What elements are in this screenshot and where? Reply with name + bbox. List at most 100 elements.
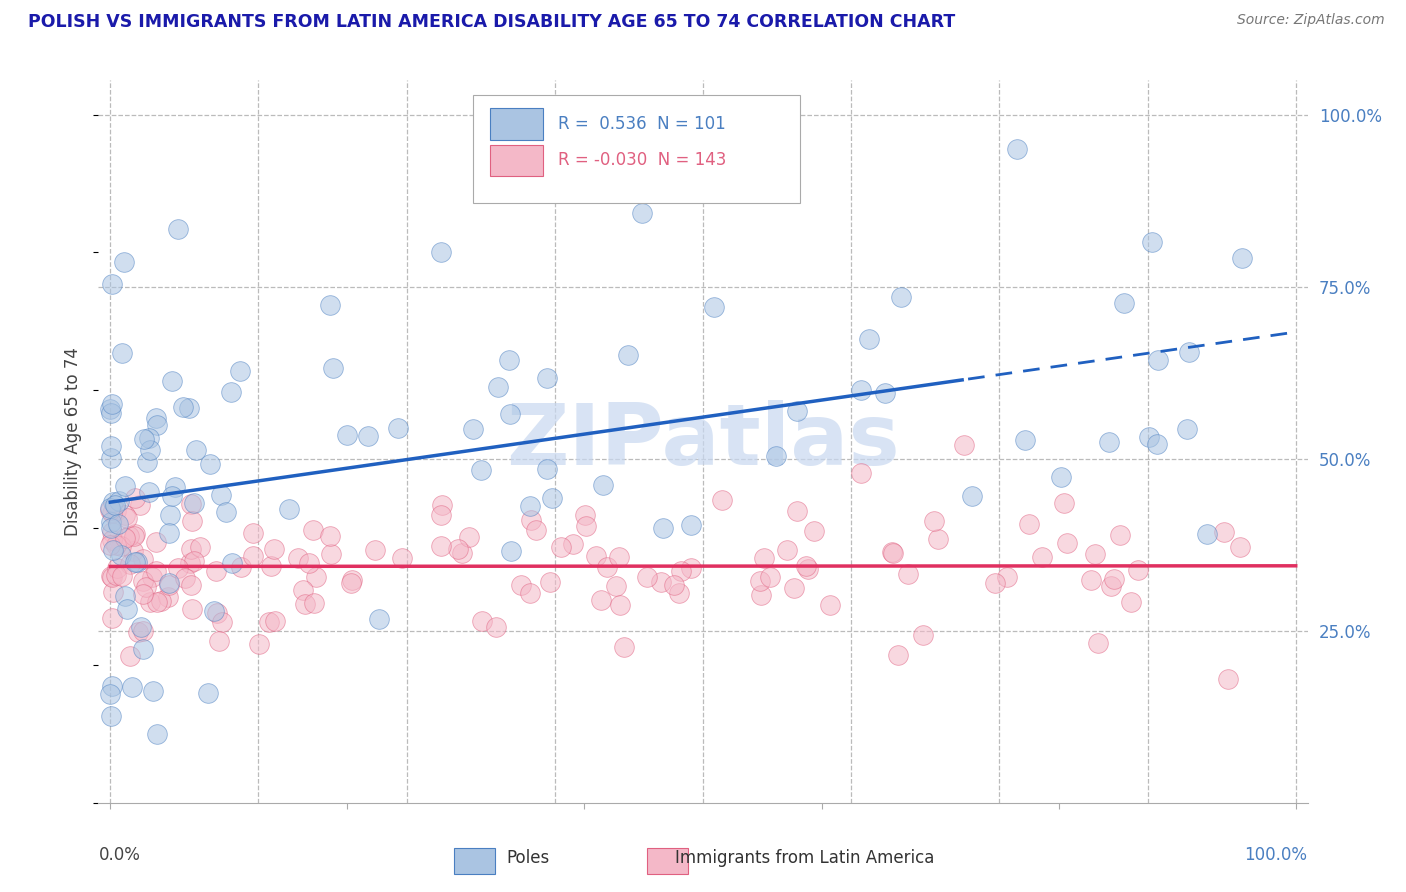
Point (104, 498, 127, 512)
Point (98, 501, 121, 516)
Point (100, 521, 122, 535)
Point (797, 562, 820, 576)
Point (101, 506, 124, 520)
Point (110, 539, 132, 553)
Point (124, 529, 146, 543)
Point (585, 549, 607, 563)
Point (104, 568, 127, 582)
Point (668, 586, 690, 600)
Point (429, 508, 451, 523)
Point (1102, 572, 1125, 586)
Point (150, 594, 173, 608)
Point (524, 523, 547, 537)
Point (429, 244, 451, 259)
Text: 100.0%: 100.0% (1244, 847, 1308, 864)
Point (589, 592, 612, 607)
Point (145, 411, 167, 425)
Point (124, 527, 146, 541)
Point (115, 511, 138, 525)
Point (100, 503, 122, 517)
Point (519, 499, 541, 513)
Point (172, 401, 194, 415)
Point (1112, 296, 1135, 310)
Point (208, 633, 231, 648)
Point (368, 612, 391, 626)
Point (1229, 541, 1251, 555)
Point (114, 478, 136, 492)
Point (160, 488, 183, 502)
Point (142, 684, 165, 698)
Point (242, 549, 264, 563)
Point (138, 484, 160, 499)
Point (509, 577, 531, 591)
Point (125, 555, 148, 569)
Point (157, 590, 180, 604)
Point (679, 561, 702, 575)
Point (485, 620, 508, 634)
Point (336, 427, 359, 442)
Point (340, 573, 363, 587)
Point (197, 686, 219, 700)
Point (101, 533, 124, 547)
Point (179, 556, 201, 570)
Point (101, 397, 124, 411)
Point (229, 364, 252, 378)
Point (759, 569, 782, 583)
Point (652, 521, 675, 535)
Point (609, 598, 631, 612)
Point (536, 371, 558, 385)
FancyBboxPatch shape (491, 109, 543, 140)
Point (765, 449, 787, 463)
Point (605, 579, 627, 593)
Point (319, 298, 342, 312)
Point (120, 558, 142, 572)
Point (98, 687, 121, 701)
Point (318, 529, 340, 543)
Point (103, 495, 125, 509)
Point (486, 380, 509, 394)
Point (499, 408, 522, 422)
Text: POLISH VS IMMIGRANTS FROM LATIN AMERICA DISABILITY AGE 65 TO 74 CORRELATION CHAR: POLISH VS IMMIGRANTS FROM LATIN AMERICA … (28, 13, 955, 31)
Text: ZIPatlas: ZIPatlas (506, 400, 900, 483)
Point (215, 506, 238, 520)
Point (180, 497, 202, 511)
Point (264, 614, 287, 628)
Point (703, 300, 725, 314)
Point (100, 568, 122, 582)
Point (292, 583, 315, 598)
Point (166, 561, 188, 575)
Point (818, 599, 841, 613)
Point (138, 442, 160, 457)
Point (550, 540, 572, 554)
Point (321, 547, 343, 561)
Point (111, 346, 134, 360)
Point (636, 570, 658, 584)
Point (520, 513, 543, 527)
Point (1031, 549, 1053, 564)
Point (1140, 235, 1163, 249)
Point (103, 584, 125, 599)
Point (1147, 352, 1170, 367)
Point (114, 532, 136, 546)
Point (165, 480, 187, 494)
Point (167, 221, 190, 235)
Point (322, 361, 344, 376)
Point (131, 552, 153, 566)
Point (257, 615, 280, 629)
FancyBboxPatch shape (474, 95, 800, 203)
Point (498, 353, 520, 368)
Point (146, 727, 169, 741)
Point (786, 504, 808, 518)
Point (141, 570, 163, 584)
Point (294, 598, 316, 612)
Point (630, 205, 652, 219)
Point (205, 564, 228, 578)
Point (298, 556, 321, 570)
Point (357, 429, 380, 443)
Point (260, 559, 283, 574)
Point (145, 595, 167, 609)
Text: Source: ZipAtlas.com: Source: ZipAtlas.com (1237, 13, 1385, 28)
Point (451, 546, 474, 560)
Point (960, 489, 983, 503)
Point (229, 560, 252, 574)
